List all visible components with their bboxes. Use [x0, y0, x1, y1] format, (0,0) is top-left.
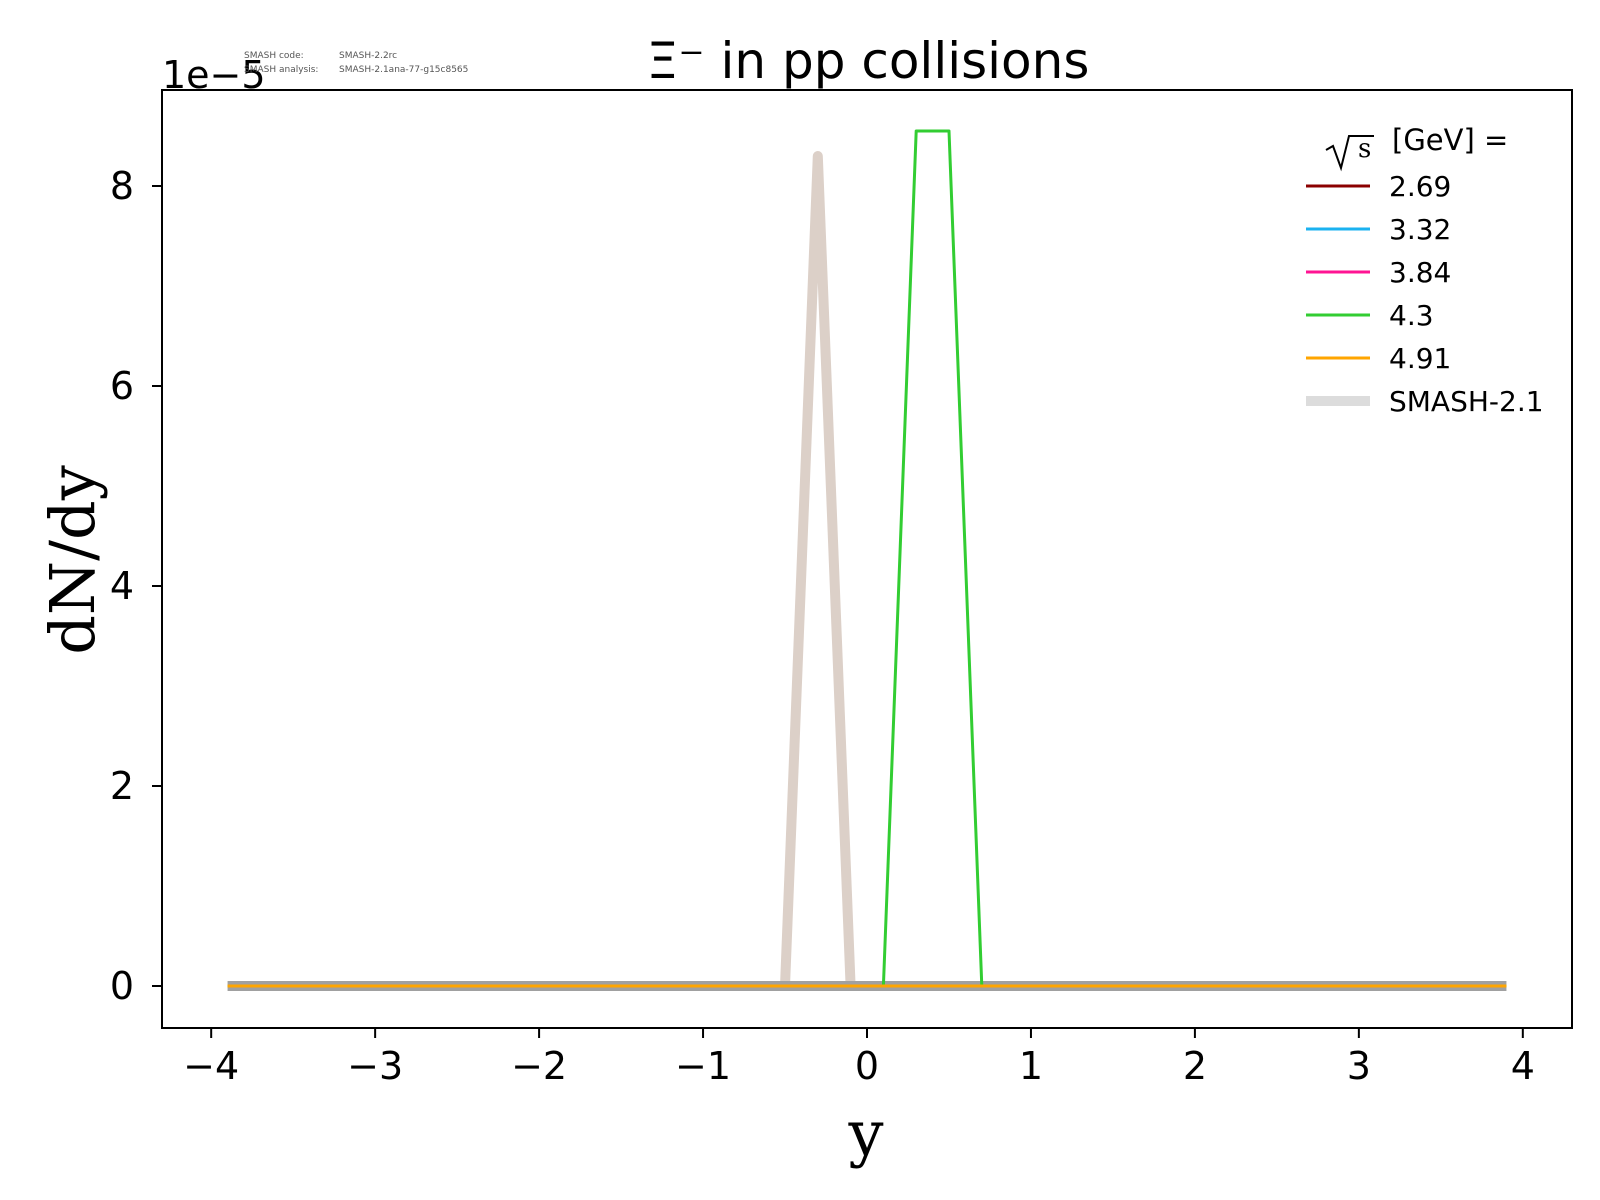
- y-tick-label: 0: [110, 964, 134, 1008]
- x-axis-ticks: −4 −3 −2 −1 0 1 2 3 4: [183, 1028, 1535, 1088]
- legend-label: 2.69: [1389, 170, 1451, 203]
- version-line1-value: SMASH-2.2rc: [339, 51, 397, 61]
- y-tick-label: 2: [110, 764, 134, 808]
- x-tick-label: −3: [347, 1044, 403, 1088]
- y-tick-label: 4: [110, 564, 134, 608]
- y-tick-label: 8: [110, 164, 134, 208]
- version-line2-label: SMASH analysis:: [244, 65, 318, 75]
- legend-label: 4.3: [1389, 299, 1434, 332]
- version-line2-value: SMASH-2.1ana-77-g15c8565: [339, 65, 468, 75]
- chart-title: Ξ⁻ in pp collisions: [647, 32, 1090, 90]
- legend-title-suffix: [GeV] =: [1392, 123, 1508, 157]
- series-layer: [227, 129, 1507, 991]
- x-tick-label: 2: [1183, 1044, 1207, 1088]
- x-tick-label: 1: [1019, 1044, 1043, 1088]
- y-axis-ticks: 0 2 4 6 8: [110, 164, 162, 1008]
- y-tick-label: 6: [110, 364, 134, 408]
- y-axis-label: dN/dy: [36, 465, 109, 655]
- legend-label: 3.84: [1389, 256, 1451, 289]
- legend-entries: 2.69 3.32 3.84 4.3 4.91 SMASH-2.1: [1306, 170, 1544, 418]
- sqrt-radical-icon: [1325, 135, 1374, 172]
- x-axis-label: y: [847, 1097, 883, 1170]
- legend-label: 3.32: [1389, 213, 1451, 246]
- legend-label: SMASH-2.1: [1389, 385, 1544, 418]
- version-line1-label: SMASH code:: [244, 51, 304, 61]
- x-tick-label: 0: [855, 1044, 879, 1088]
- x-tick-label: 3: [1347, 1044, 1371, 1088]
- x-tick-label: −1: [675, 1044, 731, 1088]
- x-tick-label: 4: [1511, 1044, 1535, 1088]
- legend-title: s [GeV] =: [1325, 123, 1508, 172]
- legend: s [GeV] = 2.69 3.32 3.84 4.3 4.91 SMASH-2.1: [1306, 123, 1544, 418]
- x-tick-label: −4: [183, 1044, 239, 1088]
- x-tick-label: −2: [511, 1044, 567, 1088]
- version-stamp: SMASH code: SMASH-2.2rc SMASH analysis: …: [244, 51, 468, 75]
- legend-label: 4.91: [1389, 342, 1451, 375]
- legend-title-prefix: s: [1358, 134, 1371, 164]
